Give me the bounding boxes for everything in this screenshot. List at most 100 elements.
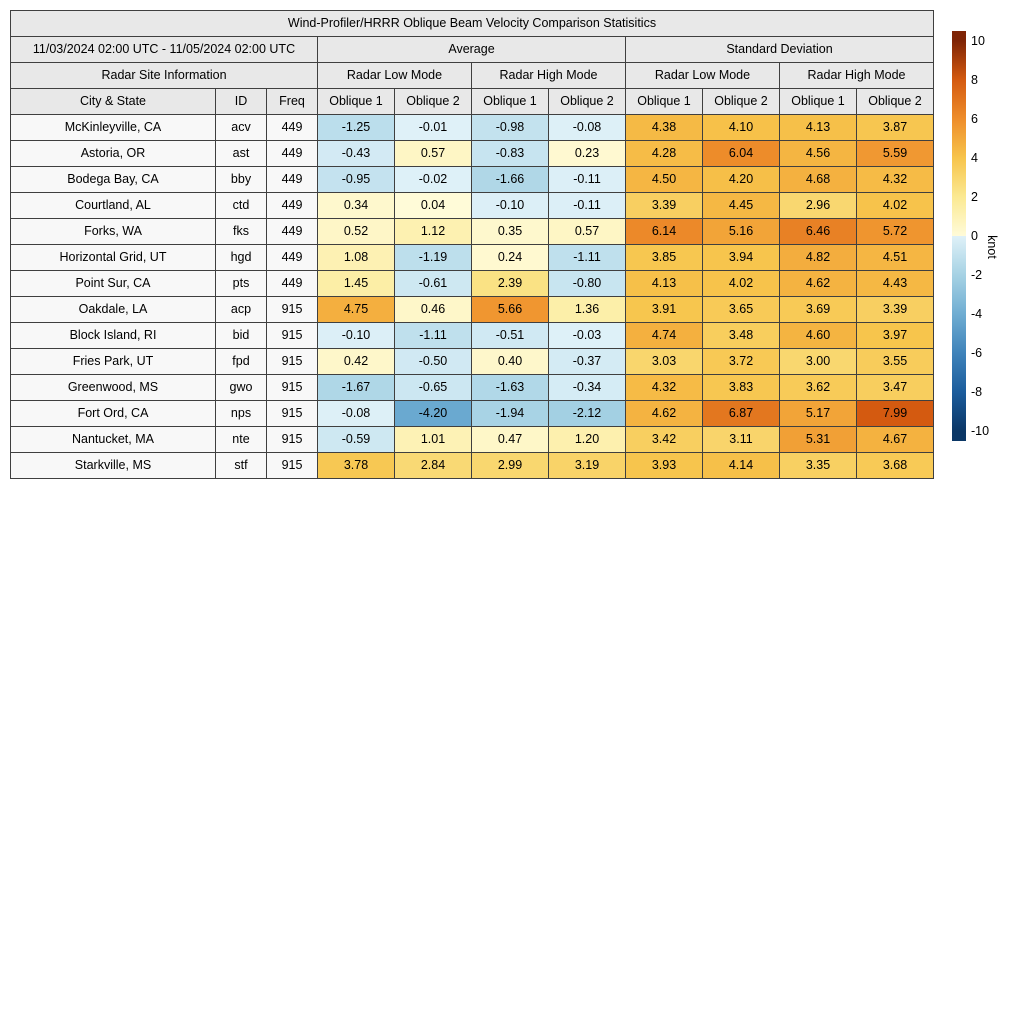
value-cell: 3.87 — [857, 115, 934, 141]
column-header-oblique: Oblique 1 — [318, 89, 395, 115]
city-cell: Astoria, OR — [11, 141, 216, 167]
value-cell: 3.00 — [780, 349, 857, 375]
value-cell: 0.52 — [318, 219, 395, 245]
value-cell: 3.85 — [626, 245, 703, 271]
colorbar-tick-label: -6 — [971, 346, 982, 360]
value-cell: 3.72 — [703, 349, 780, 375]
value-cell: 7.99 — [857, 401, 934, 427]
value-cell: 0.46 — [395, 297, 472, 323]
city-cell: Nantucket, MA — [11, 427, 216, 453]
table-row: Fries Park, UTfpd9150.42-0.500.40-0.373.… — [11, 349, 934, 375]
value-cell: 4.13 — [626, 271, 703, 297]
value-cell: 4.60 — [780, 323, 857, 349]
value-cell: 0.35 — [472, 219, 549, 245]
value-cell: 4.68 — [780, 167, 857, 193]
column-header-oblique: Oblique 1 — [626, 89, 703, 115]
colorbar-tick-label: -10 — [971, 424, 989, 438]
value-cell: 2.96 — [780, 193, 857, 219]
value-cell: 0.24 — [472, 245, 549, 271]
colorbar-tick-label: 6 — [971, 112, 978, 126]
column-header-oblique: Oblique 1 — [780, 89, 857, 115]
site-info-header: Radar Site Information — [11, 63, 318, 89]
value-cell: -0.10 — [472, 193, 549, 219]
value-cell: 3.97 — [857, 323, 934, 349]
value-cell: -0.61 — [395, 271, 472, 297]
value-cell: 6.04 — [703, 141, 780, 167]
table-row: Nantucket, MAnte915-0.591.010.471.203.42… — [11, 427, 934, 453]
value-cell: 1.20 — [549, 427, 626, 453]
freq-cell: 449 — [267, 245, 318, 271]
statistics-table: Wind-Profiler/HRRR Oblique Beam Velocity… — [10, 10, 934, 479]
value-cell: 0.57 — [549, 219, 626, 245]
freq-cell: 449 — [267, 115, 318, 141]
city-cell: Fort Ord, CA — [11, 401, 216, 427]
value-cell: 2.99 — [472, 453, 549, 479]
value-cell: 4.43 — [857, 271, 934, 297]
title-row: Wind-Profiler/HRRR Oblique Beam Velocity… — [11, 11, 934, 37]
group-header-row: 11/03/2024 02:00 UTC - 11/05/2024 02:00 … — [11, 37, 934, 63]
value-cell: -1.63 — [472, 375, 549, 401]
value-cell: 3.78 — [318, 453, 395, 479]
value-cell: 0.57 — [395, 141, 472, 167]
value-cell: 5.16 — [703, 219, 780, 245]
id-cell: fks — [216, 219, 267, 245]
value-cell: -0.43 — [318, 141, 395, 167]
city-cell: Greenwood, MS — [11, 375, 216, 401]
value-cell: 4.67 — [857, 427, 934, 453]
value-cell: -0.11 — [549, 167, 626, 193]
value-cell: -2.12 — [549, 401, 626, 427]
colorbar-tick-label: -2 — [971, 268, 982, 282]
value-cell: 6.14 — [626, 219, 703, 245]
value-cell: 5.66 — [472, 297, 549, 323]
value-cell: -0.10 — [318, 323, 395, 349]
value-cell: 4.74 — [626, 323, 703, 349]
column-header-oblique: Oblique 2 — [395, 89, 472, 115]
column-header-row: City & State ID Freq Oblique 1 Oblique 2… — [11, 89, 934, 115]
column-header-city: City & State — [11, 89, 216, 115]
id-cell: pts — [216, 271, 267, 297]
colorbar-tick-label: -4 — [971, 307, 982, 321]
id-cell: fpd — [216, 349, 267, 375]
city-cell: Fries Park, UT — [11, 349, 216, 375]
id-cell: hgd — [216, 245, 267, 271]
value-cell: 1.08 — [318, 245, 395, 271]
value-cell: -1.66 — [472, 167, 549, 193]
value-cell: 3.03 — [626, 349, 703, 375]
value-cell: 4.10 — [703, 115, 780, 141]
value-cell: -1.94 — [472, 401, 549, 427]
value-cell: 5.17 — [780, 401, 857, 427]
colorbar-unit-label: knot — [985, 235, 999, 259]
table-row: Greenwood, MSgwo915-1.67-0.65-1.63-0.344… — [11, 375, 934, 401]
table-row: Starkville, MSstf9153.782.842.993.193.93… — [11, 453, 934, 479]
colorbar — [952, 31, 966, 441]
value-cell: 4.14 — [703, 453, 780, 479]
value-cell: 4.02 — [857, 193, 934, 219]
value-cell: 4.62 — [780, 271, 857, 297]
table-row: Point Sur, CApts4491.45-0.612.39-0.804.1… — [11, 271, 934, 297]
value-cell: 4.50 — [626, 167, 703, 193]
column-header-oblique: Oblique 1 — [472, 89, 549, 115]
mode-header-row: Radar Site Information Radar Low Mode Ra… — [11, 63, 934, 89]
column-header-freq: Freq — [267, 89, 318, 115]
value-cell: -0.11 — [549, 193, 626, 219]
table-row: Bodega Bay, CAbby449-0.95-0.02-1.66-0.11… — [11, 167, 934, 193]
value-cell: -1.67 — [318, 375, 395, 401]
value-cell: 4.56 — [780, 141, 857, 167]
value-cell: 2.84 — [395, 453, 472, 479]
value-cell: -0.08 — [318, 401, 395, 427]
value-cell: 4.20 — [703, 167, 780, 193]
city-cell: Oakdale, LA — [11, 297, 216, 323]
freq-cell: 915 — [267, 349, 318, 375]
value-cell: 4.38 — [626, 115, 703, 141]
id-cell: acv — [216, 115, 267, 141]
freq-cell: 449 — [267, 219, 318, 245]
id-cell: gwo — [216, 375, 267, 401]
value-cell: 1.45 — [318, 271, 395, 297]
column-header-oblique: Oblique 2 — [549, 89, 626, 115]
id-cell: nps — [216, 401, 267, 427]
colorbar-tick-label: 10 — [971, 34, 985, 48]
value-cell: 0.40 — [472, 349, 549, 375]
mode-header-std-low: Radar Low Mode — [626, 63, 780, 89]
table-row: Forks, WAfks4490.521.120.350.576.145.166… — [11, 219, 934, 245]
mode-header-avg-low: Radar Low Mode — [318, 63, 472, 89]
